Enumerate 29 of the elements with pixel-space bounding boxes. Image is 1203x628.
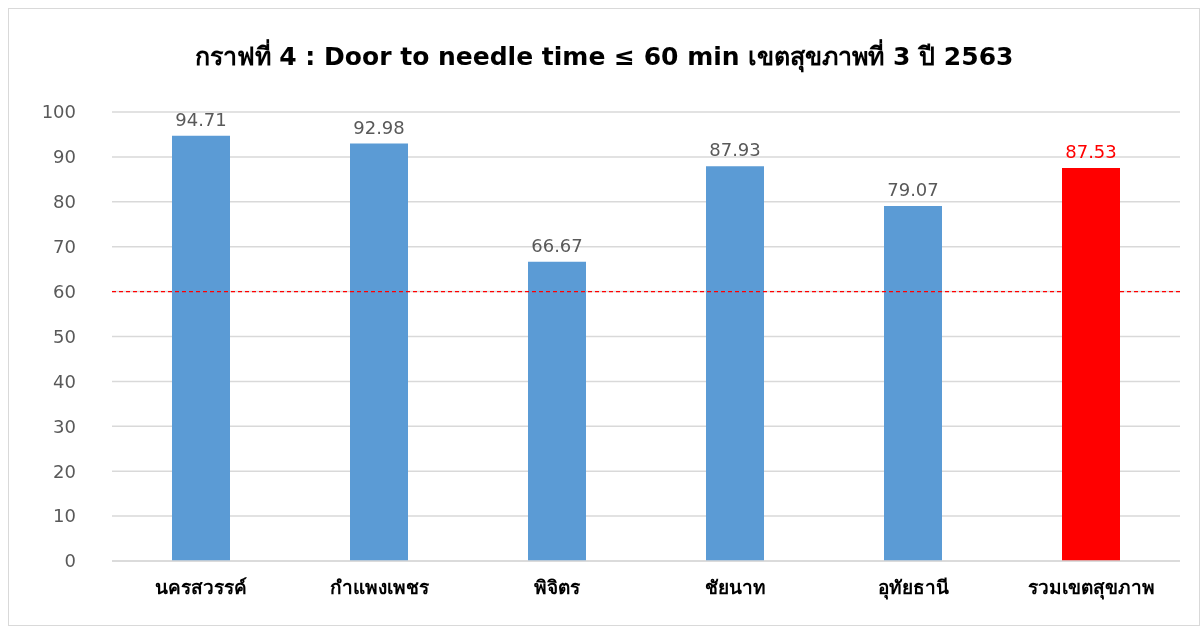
- y-tick-label: 10: [53, 505, 76, 527]
- data-label: 87.93: [709, 139, 761, 161]
- y-tick-label: 30: [53, 415, 76, 437]
- x-tick-label: อุทัยธานี: [877, 576, 949, 601]
- bar: [172, 135, 230, 561]
- x-tick-label: นครสวรรค์: [155, 576, 247, 599]
- y-tick-label: 80: [53, 191, 76, 213]
- bar: [350, 143, 408, 561]
- bar: [706, 166, 764, 561]
- data-label: 87.53: [1065, 140, 1117, 162]
- x-tick-label: ชัยนาท: [704, 576, 766, 599]
- data-label: 66.67: [531, 234, 583, 256]
- data-label: 94.71: [175, 108, 227, 130]
- y-tick-label: 40: [53, 370, 76, 392]
- y-tick-label: 60: [53, 280, 76, 302]
- data-label: 79.07: [887, 178, 939, 200]
- data-label: 92.98: [353, 116, 405, 138]
- y-tick-label: 20: [53, 460, 76, 482]
- y-tick-label: 50: [53, 325, 76, 347]
- bar: [884, 205, 942, 561]
- bar: [528, 261, 586, 561]
- x-tick-label: พิจิตร: [534, 576, 581, 599]
- x-tick-label: กำแพงเพชร: [329, 576, 430, 599]
- x-tick-label: รวมเขตสุขภาพ: [1027, 576, 1155, 601]
- y-tick-label: 70: [53, 236, 76, 258]
- chart-title: กราฟที่ 4 : Door to needle time ≤ 60 min เขตสุขภาพที่ 3 ปี 2563: [194, 38, 1014, 75]
- y-tick-label: 90: [53, 146, 76, 168]
- y-tick-label: 100: [41, 101, 76, 123]
- y-tick-label: 0: [64, 550, 76, 572]
